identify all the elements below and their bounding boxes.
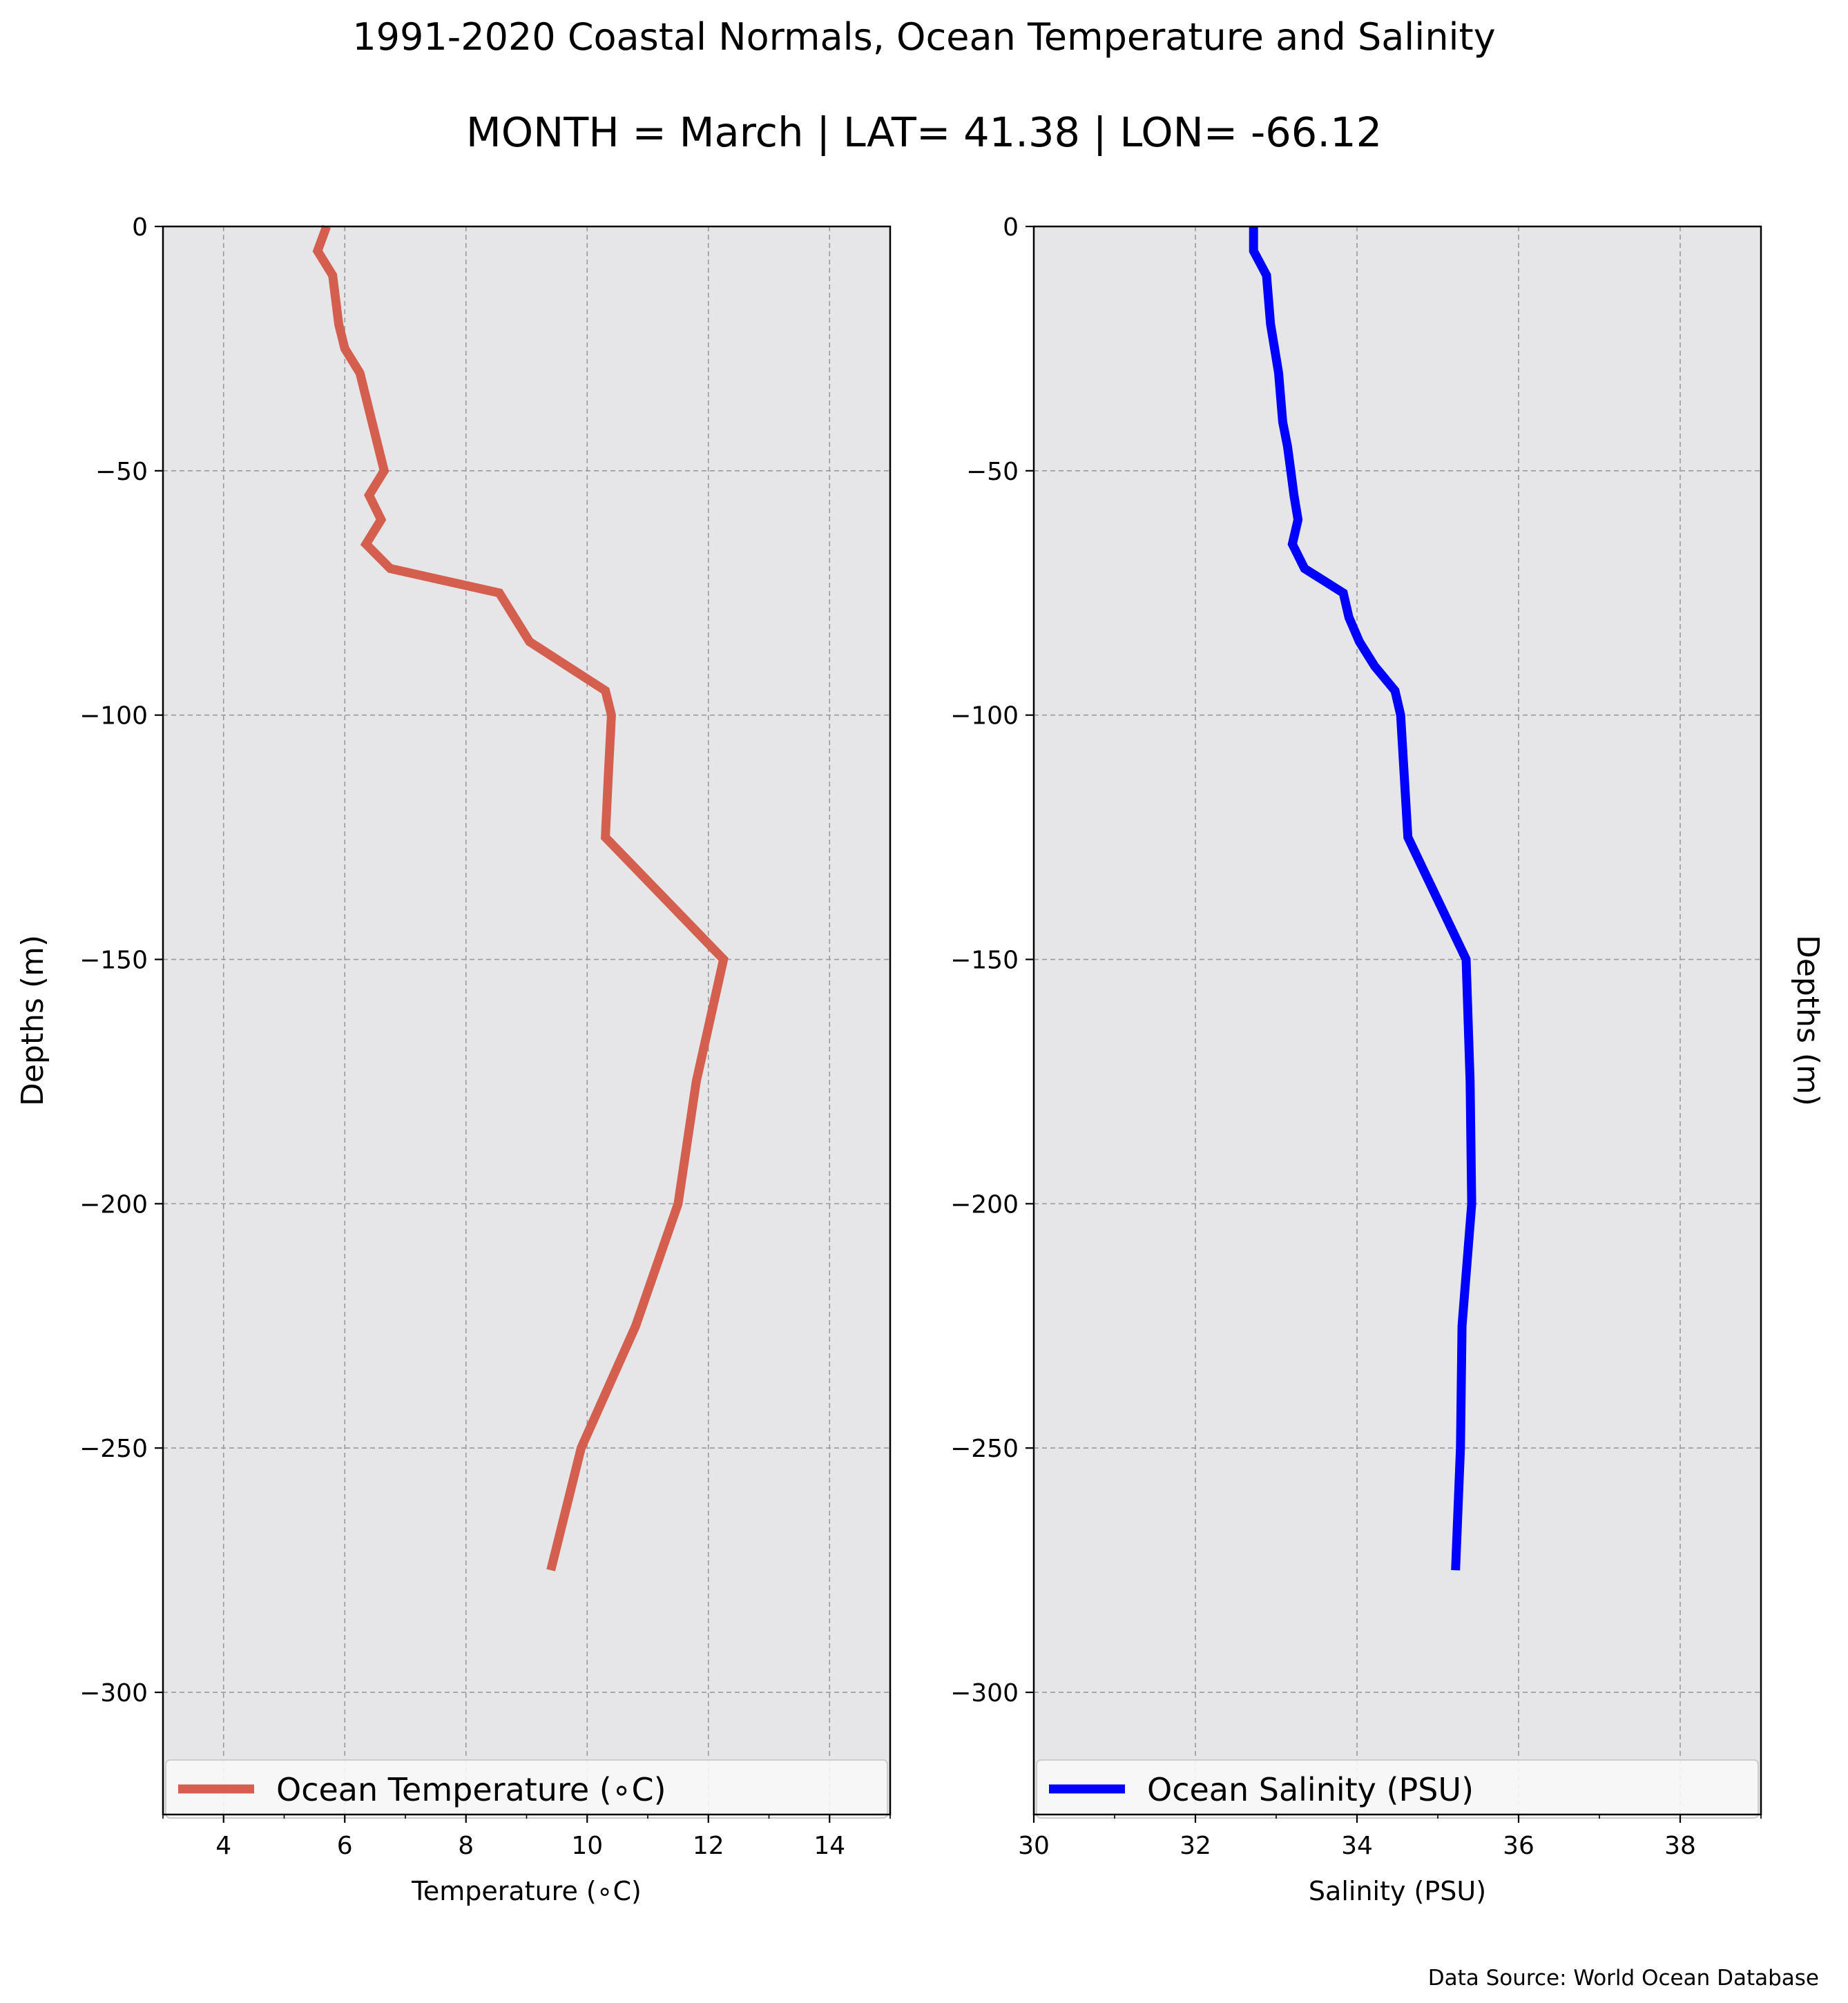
salinity-series-line: [1249, 226, 1476, 1571]
temperature-data-point-16: [605, 690, 606, 691]
salinity-data-point-15: [1359, 641, 1360, 642]
temperature-data-point-19: [605, 837, 606, 838]
salinity-ytick-label: −150: [950, 947, 1019, 975]
salinity-x-axis-label: Salinity (PSU): [1309, 1876, 1486, 1906]
temperature-ytick-label: 0: [132, 213, 148, 242]
salinity-data-point-20: [1465, 959, 1466, 960]
temperature-data-point-12: [390, 568, 391, 569]
temperature-ytick-label: −100: [79, 702, 148, 730]
salinity-data-point-19: [1407, 837, 1408, 838]
temperature-ytick-label: −50: [95, 458, 148, 486]
salinity-ytick-label: −100: [950, 702, 1019, 730]
temperature-data-point-11: [365, 544, 366, 545]
salinity-data-point-5: [1278, 373, 1279, 374]
temperature-data-point-8: [384, 470, 385, 471]
salinity-data-point-7: [1287, 446, 1288, 447]
salinity-ytick-label: 0: [1003, 213, 1019, 242]
salinity-data-point-17: [1394, 690, 1395, 691]
temperature-ytick-label: −300: [79, 1679, 148, 1707]
salinity-data-point-3: [1270, 324, 1271, 325]
temperature-xtick-label: 14: [814, 1832, 845, 1860]
temperature-xtick-label: 12: [693, 1832, 724, 1860]
salinity-xtick-label: 30: [1018, 1832, 1050, 1860]
salinity-data-point-24: [1460, 1448, 1461, 1449]
salinity-xtick-label: 36: [1503, 1832, 1534, 1860]
chart-title: 1991-2020 Coastal Normals, Ocean Tempera…: [352, 15, 1495, 59]
temperature-xtick-label: 6: [337, 1832, 353, 1860]
temperature-data-point-13: [499, 592, 500, 593]
chart-subtitle: MONTH = March | LAT= 41.38 | LON= -66.12: [466, 108, 1382, 156]
temperature-ytick-label: −150: [79, 947, 148, 975]
salinity-data-point-9: [1293, 495, 1294, 496]
temperature-x-axis-label: Temperature (∘C): [411, 1876, 642, 1906]
temperature-data-point-25: [550, 1570, 551, 1571]
salinity-xtick-label: 34: [1341, 1832, 1373, 1860]
salinity-data-point-25: [1455, 1570, 1456, 1571]
temperature-plot-area: [163, 226, 890, 1815]
temperature-ytick-label: −200: [79, 1190, 148, 1219]
temperature-y-axis-label: Depths (m): [15, 935, 50, 1106]
salinity-plot-area: [1034, 226, 1761, 1815]
salinity-ytick-label: −50: [966, 458, 1019, 486]
salinity-xtick-label: 32: [1180, 1832, 1211, 1860]
salinity-legend: [1036, 1759, 1759, 1819]
temperature-xtick-label: 4: [215, 1832, 231, 1860]
salinity-ytick-label: −250: [950, 1435, 1019, 1463]
salinity-panel: Ocean Salinity (PSU) 30 32 34 36 38 0 −50 −100 −1…: [950, 213, 1825, 1906]
salinity-legend-label: Ocean Salinity (PSU): [1147, 1771, 1474, 1808]
salinity-data-point-12: [1304, 568, 1305, 569]
temperature-data-point-22: [677, 1203, 678, 1204]
temperature-data-point-15: [529, 641, 530, 642]
salinity-data-point-13: [1343, 592, 1344, 593]
temperature-series-line: [312, 224, 729, 1571]
salinity-axes-frame: [1032, 225, 1762, 1816]
temperature-legend-label: Ocean Temperature (∘C): [276, 1771, 666, 1808]
salinity-data-point-11: [1292, 544, 1293, 545]
salinity-ytick-label: −200: [950, 1190, 1019, 1219]
temperature-ytick-label: −250: [79, 1435, 148, 1463]
temperature-data-point-20: [723, 959, 724, 960]
salinity-ytick-label: −300: [950, 1679, 1019, 1707]
salinity-data-point-4: [1274, 348, 1275, 349]
temperature-xtick-label: 10: [571, 1832, 603, 1860]
salinity-xtick-label: 38: [1664, 1832, 1696, 1860]
temperature-xtick-label: 8: [458, 1832, 474, 1860]
temperature-data-point-21: [696, 1081, 697, 1082]
salinity-y-axis-label: Depths (m): [1790, 935, 1825, 1106]
temperature-data-point-3: [338, 324, 339, 325]
source-note: Data Source: World Ocean Database: [1428, 1966, 1819, 1991]
temperature-panel: Ocean Temperature (∘C) 4 6 8 10 12 14 0 −50 −100 −…: [15, 213, 892, 1906]
salinity-data-point-6: [1282, 422, 1283, 423]
